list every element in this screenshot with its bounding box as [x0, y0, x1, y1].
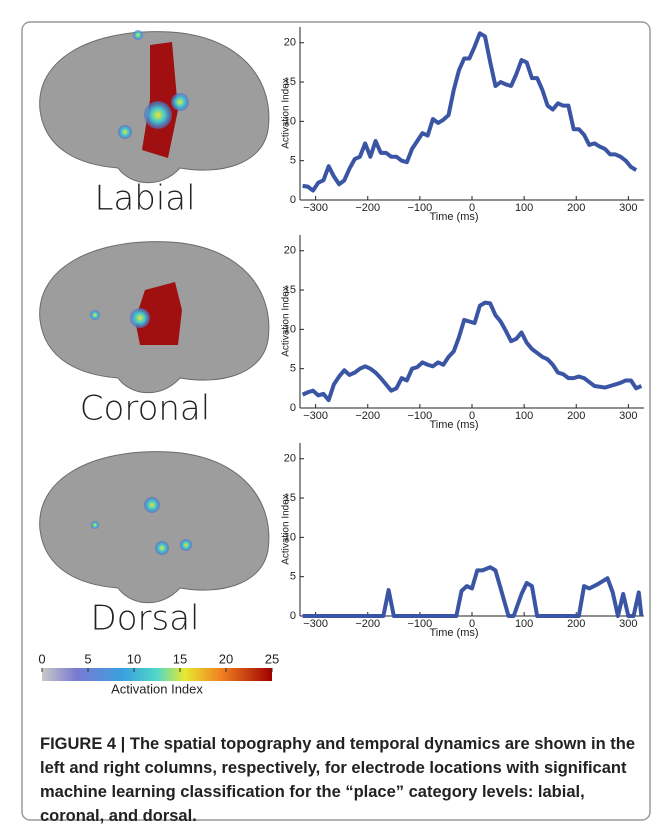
x-axis-label: Time (ms) [429, 211, 478, 223]
brain-label: Labial [94, 179, 195, 219]
x-tick-label: 200 [567, 202, 585, 214]
x-tick-label: 200 [567, 618, 585, 630]
y-axis-label: Activation Index [281, 286, 292, 357]
data-line [302, 565, 644, 618]
figure-border [21, 21, 651, 821]
x-tick-label: 100 [515, 410, 533, 422]
y-tick-label: 20 [284, 37, 296, 49]
y-tick-label: 10 [284, 323, 296, 335]
y-tick-label: 10 [284, 531, 296, 543]
y-tick-label: 20 [284, 245, 296, 257]
x-tick-label: −300 [303, 618, 328, 630]
x-axis-label: Time (ms) [429, 627, 478, 639]
brain-label: Coronal [80, 389, 210, 429]
y-axis-label: Activation Index [281, 494, 292, 565]
caption: FIGURE 4 | The spatial topography and te… [40, 735, 636, 825]
x-tick-label: 300 [619, 410, 637, 422]
colorbar-label: Activation Index [111, 681, 203, 696]
y-tick-label: 20 [284, 453, 296, 465]
y-tick-label: 5 [290, 571, 296, 583]
y-tick-label: 0 [290, 610, 296, 622]
x-axis-label: Time (ms) [429, 419, 478, 431]
x-tick-label: 0 [469, 202, 475, 214]
x-tick-label: 300 [619, 618, 637, 630]
colorbar-tick-label: 20 [219, 651, 233, 666]
colorbar-tick-label: 5 [84, 651, 91, 666]
colorbar [42, 668, 272, 681]
brain-image [39, 241, 270, 394]
colorbar-tick-label: 25 [265, 651, 279, 666]
data-line [301, 300, 643, 403]
brain-image [39, 451, 270, 604]
x-tick-label: 0 [469, 618, 475, 630]
x-tick-label: 200 [567, 410, 585, 422]
x-tick-label: 300 [619, 202, 637, 214]
y-tick-label: 5 [290, 363, 296, 375]
brain-image [39, 30, 270, 184]
colorbar-tick-label: 10 [127, 651, 141, 666]
x-tick-label: −200 [355, 202, 380, 214]
x-tick-label: −100 [407, 618, 432, 630]
y-tick-label: 15 [284, 284, 296, 296]
x-tick-label: −100 [407, 202, 432, 214]
x-tick-label: −200 [355, 410, 380, 422]
colorbar-tick-label: 15 [173, 651, 187, 666]
y-axis-label: Activation Index [281, 78, 292, 149]
x-tick-label: −300 [303, 410, 328, 422]
y-tick-label: 0 [290, 194, 296, 206]
y-tick-label: 0 [290, 402, 296, 414]
y-tick-label: 10 [284, 115, 296, 127]
x-tick-label: −200 [355, 618, 380, 630]
brain-label: Dorsal [91, 599, 200, 639]
x-tick-label: 100 [515, 618, 533, 630]
y-tick-label: 5 [290, 155, 296, 167]
colorbar-tick-label: 0 [38, 651, 45, 666]
x-tick-label: −300 [303, 202, 328, 214]
data-line [302, 31, 638, 193]
x-tick-label: −100 [407, 410, 432, 422]
y-tick-label: 15 [284, 76, 296, 88]
x-tick-label: 0 [469, 410, 475, 422]
x-tick-label: 100 [515, 202, 533, 214]
y-tick-label: 15 [284, 492, 296, 504]
